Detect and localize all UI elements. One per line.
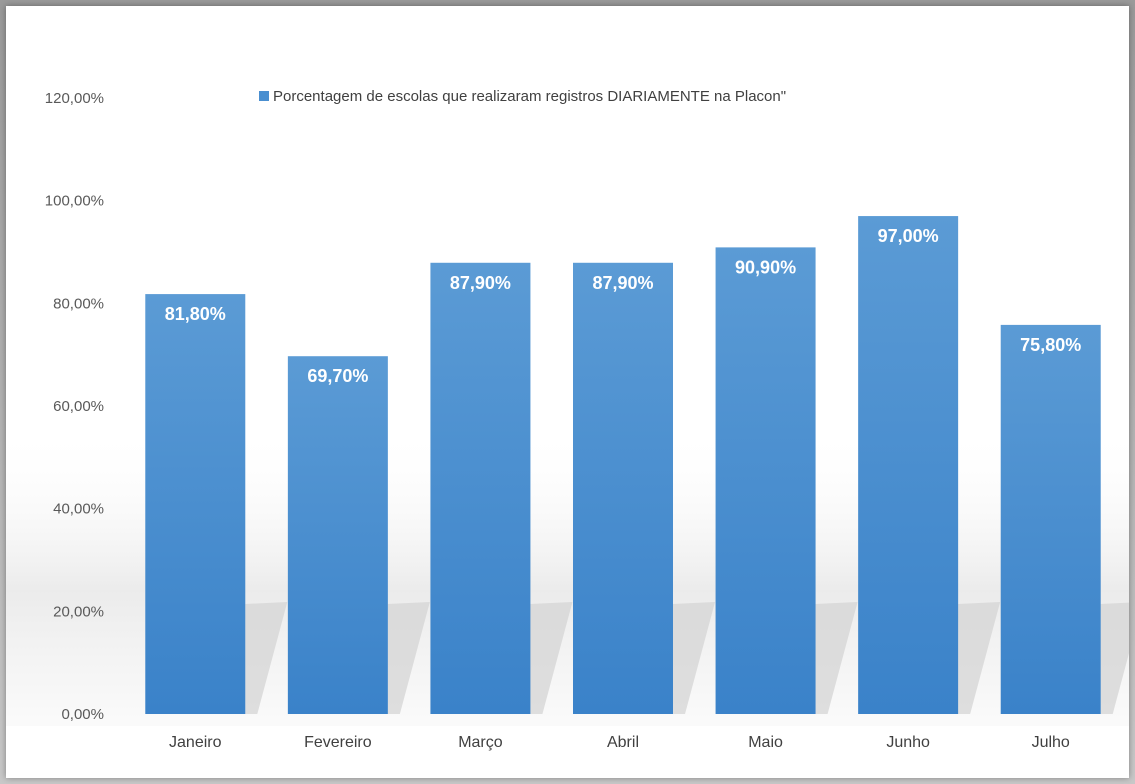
x-tick-label: Fevereiro	[304, 734, 372, 751]
bar	[1000, 324, 1101, 714]
y-tick-label: 100,00%	[45, 193, 104, 210]
legend-label: Porcentagem de escolas que realizaram re…	[273, 88, 786, 105]
y-tick-label: 80,00%	[53, 295, 104, 312]
chart-card: 0,00% 20,00% 40,00% 60,00% 80,00% 100,00% 120,…	[6, 6, 1129, 778]
data-label: 69,70%	[307, 366, 368, 386]
bar	[858, 216, 959, 715]
bar	[430, 262, 531, 714]
x-tick-label: Janeiro	[169, 734, 222, 751]
data-label: 90,90%	[735, 257, 796, 277]
data-label: 87,90%	[592, 273, 653, 293]
bar-shadow	[530, 602, 573, 714]
bar	[287, 356, 388, 714]
bar-shadow	[1100, 602, 1129, 714]
data-label: 75,80%	[1020, 335, 1081, 355]
y-tick-label: 0,00%	[61, 706, 104, 723]
bar-chart: 0,00% 20,00% 40,00% 60,00% 80,00% 100,00% 120,…	[6, 88, 1129, 751]
data-label: 97,00%	[878, 226, 939, 246]
x-tick-label: Maio	[748, 734, 783, 751]
x-tick-label: Junho	[886, 734, 930, 751]
data-label: 81,80%	[165, 304, 226, 324]
data-label: 87,90%	[450, 273, 511, 293]
y-axis: 0,00% 20,00% 40,00% 60,00% 80,00% 100,00% 120,…	[45, 90, 104, 723]
y-tick-label: 20,00%	[53, 603, 104, 620]
x-tick-label: Abril	[607, 734, 639, 751]
legend: Porcentagem de escolas que realizaram re…	[259, 88, 786, 105]
bar-shadow	[387, 602, 430, 714]
x-tick-label: Julho	[1032, 734, 1070, 751]
y-tick-label: 120,00%	[45, 90, 104, 107]
bar-shadow	[815, 602, 858, 714]
y-tick-label: 40,00%	[53, 501, 104, 518]
bar-shadows	[245, 602, 1129, 714]
bar-shadow	[958, 602, 1001, 714]
bar	[145, 294, 246, 714]
x-axis: Janeiro Fevereiro Março Abril Maio Junho Julho	[169, 734, 1070, 751]
bar	[715, 247, 816, 714]
bars: 81,80% 69,70% 87,90% 87,90% 90,90% 97,00% 75,8…	[145, 216, 1101, 715]
legend-swatch	[259, 91, 269, 101]
bar-shadow	[245, 602, 288, 714]
bar	[573, 262, 673, 714]
bar-shadow	[673, 602, 715, 714]
y-tick-label: 60,00%	[53, 398, 104, 415]
x-tick-label: Março	[458, 734, 503, 751]
